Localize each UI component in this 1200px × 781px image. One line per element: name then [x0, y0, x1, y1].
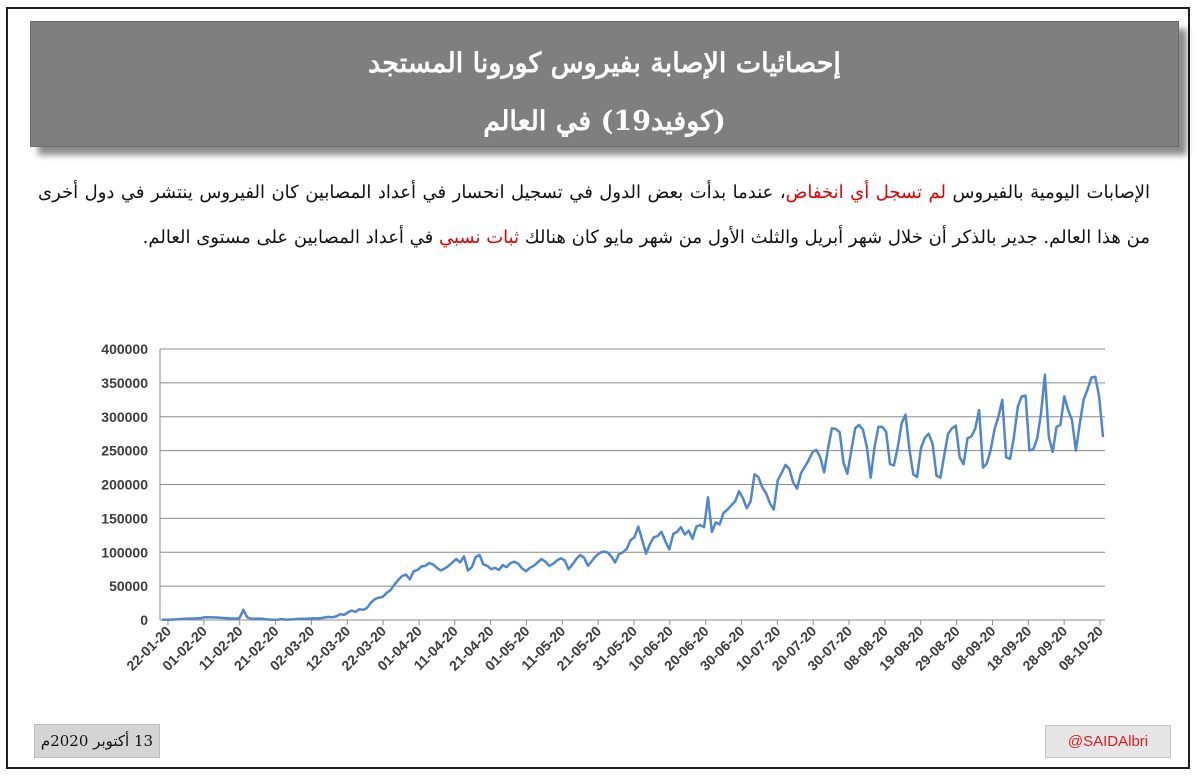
- title-line-1: إحصائيات الإصابة بفيروس كورونا المستجد: [368, 48, 841, 79]
- y-tick-label: 100000: [101, 544, 148, 560]
- description-paragraph: الإصابات اليومية بالفيروس لم تسجل أي انخ…: [38, 170, 1150, 260]
- paragraph-highlight-2: ثبات نسبي: [439, 227, 520, 248]
- title-line-2: (كوفيد19) في العالم: [483, 106, 726, 137]
- y-tick-label: 150000: [101, 510, 148, 526]
- y-tick-label: 250000: [101, 443, 148, 459]
- y-tick-label: 350000: [101, 375, 148, 391]
- series-line: [161, 373, 1105, 622]
- y-tick-label: 200000: [101, 477, 148, 493]
- twitter-handle: @SAIDAlbri: [1045, 725, 1171, 758]
- y-tick-label: 50000: [109, 578, 148, 594]
- paragraph-highlight-1: لم تسجل أي انخفاض: [785, 182, 946, 203]
- paragraph-text-2: ، عندما بدأت بعض الدول في تسجيل انحسار ف…: [38, 182, 1150, 248]
- title-banner: إحصائيات الإصابة بفيروس كورونا المستجد (…: [30, 21, 1179, 147]
- paragraph-text-3: في أعداد المصابين على مستوى العالم.: [142, 227, 439, 248]
- y-tick-label: 400000: [101, 341, 148, 357]
- slide-frame: إحصائيات الإصابة بفيروس كورونا المستجد (…: [6, 7, 1190, 769]
- y-tick-label: 300000: [101, 409, 148, 425]
- date-label: 13 أكتوبر 2020م: [34, 724, 160, 758]
- paragraph-text-1: الإصابات اليومية بالفيروس: [946, 182, 1150, 203]
- y-tick-label: 0: [140, 612, 148, 628]
